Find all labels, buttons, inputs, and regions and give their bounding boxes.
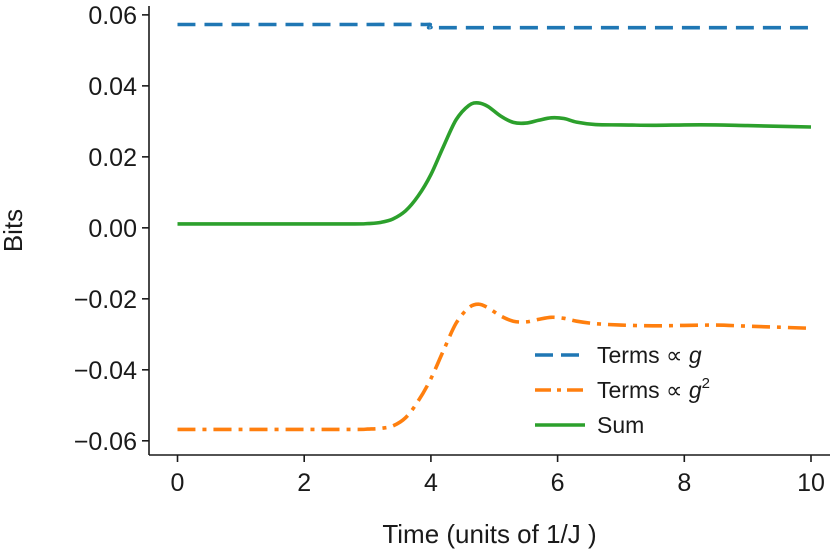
series-line-3: [177, 101, 812, 226]
y-tick-label: 0.04: [88, 73, 137, 101]
x-tick-label: 6: [551, 469, 565, 497]
y-tick-label: 0.00: [88, 215, 137, 243]
y-tick-label: −0.02: [74, 286, 137, 314]
x-tick-label: 4: [424, 469, 438, 497]
x-axis-label: Time (units of 1/J ): [382, 519, 596, 549]
x-tick-label: 0: [171, 469, 185, 497]
series-layer: [177, 22, 812, 432]
y-tick-label: 0.06: [88, 2, 137, 30]
series-line-1: [177, 22, 811, 30]
series-line-2: [177, 302, 812, 432]
legend-label-2: Terms ∝ g2: [597, 375, 710, 403]
legend: Terms ∝ g Terms ∝ g2 Sum: [535, 342, 710, 438]
legend-label-1: Terms ∝ g: [597, 342, 702, 368]
y-tick-label: −0.04: [74, 357, 137, 385]
y-tick-label: −0.06: [74, 428, 137, 456]
legend-label-3: Sum: [597, 412, 644, 438]
x-tick-label: 2: [297, 469, 311, 497]
x-tick-label: 8: [677, 469, 691, 497]
x-tick-label: 10: [797, 469, 825, 497]
axes: 0 2 4 6 8 10 0.06 0.04 0.02 0.00 −0.02 −0.04 −0.06: [74, 2, 830, 497]
y-tick-label: 0.02: [88, 144, 137, 172]
y-axis-label: Bits: [0, 209, 28, 252]
